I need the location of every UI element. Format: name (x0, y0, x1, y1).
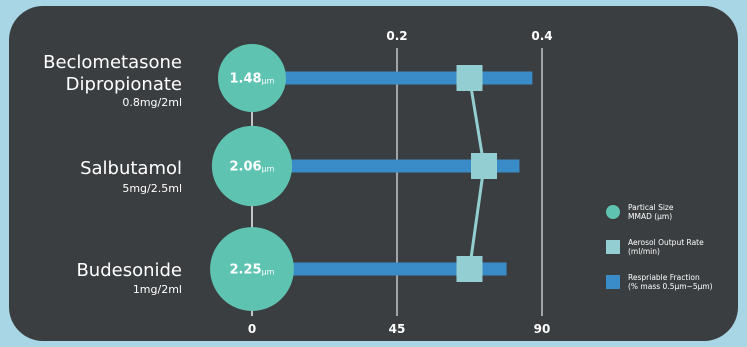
particle-size-circle (211, 125, 293, 207)
legend-label: Aerosol Output Rate (628, 238, 704, 247)
legend-swatch-aerosol-rate (606, 240, 620, 254)
top-tick-label: 0.2 (386, 29, 407, 43)
legend-swatch-particle-size (606, 205, 620, 219)
aerosol-output-rate-point (456, 65, 483, 91)
bottom-tick-label: 0 (248, 322, 256, 336)
drug-dose-label: 1mg/2ml (133, 283, 182, 296)
legend-swatch-respirable-fraction (606, 275, 620, 289)
bottom-tick-label: 45 (389, 322, 406, 336)
aerosol-output-rate-point (471, 153, 497, 179)
particle-size-circle (218, 44, 286, 112)
aerosol-output-rate-point (456, 256, 483, 282)
legend-label: Respriable Fraction (628, 273, 700, 282)
drug-name-label: Budesonide (76, 260, 182, 281)
respirable-fraction-bar (252, 71, 533, 85)
particle-size-circle (210, 227, 294, 311)
drug-name-label: Salbutamol (80, 158, 182, 179)
respirable-fraction-bar (252, 262, 507, 276)
legend-label: Partical Size (628, 203, 674, 212)
drug-name-label: Dipropionate (66, 74, 182, 95)
legend-label: MMAD (µm) (628, 212, 672, 221)
drug-dose-label: 5mg/2.5ml (122, 182, 182, 195)
legend-label: (ml/min) (628, 247, 660, 256)
respirable-fraction-bar (252, 159, 520, 173)
bottom-tick-label: 90 (534, 322, 551, 336)
chart-card: 0.2 0.4 0 45 90 1.48µm 2.06µm 2.25µm Beclometaso… (9, 6, 738, 341)
legend-label: (% mass 0.5µm~5µm) (628, 282, 713, 291)
drug-dose-label: 0.8mg/2ml (122, 96, 182, 109)
top-tick-label: 0.4 (531, 29, 552, 43)
nebulizer-comparison-chart: 0.2 0.40 45 901.48µm2.06µm2.25µmBeclometaso… (43, 29, 713, 336)
drug-name-label: Beclometasone (43, 52, 182, 73)
